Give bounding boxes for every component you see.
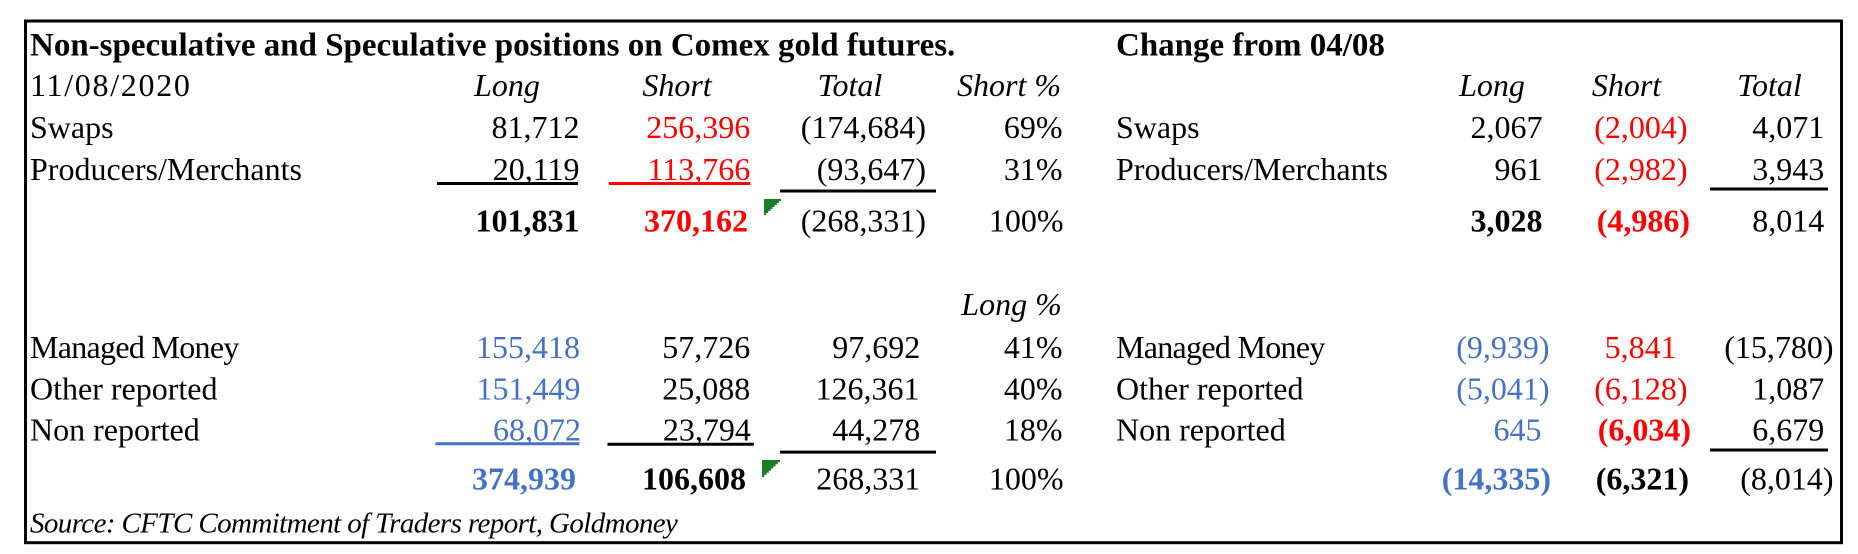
svg-text:20,119: 20,119 [493,151,580,187]
svg-text:(174,684): (174,684) [801,109,926,145]
svg-text:(2,982): (2,982) [1594,151,1687,187]
svg-text:645: 645 [1494,412,1542,448]
svg-text:(5,041): (5,041) [1456,371,1549,407]
svg-text:155,418: 155,418 [476,329,580,365]
svg-text:961: 961 [1495,151,1543,187]
svg-text:41%: 41% [1004,329,1063,365]
svg-text:Total: Total [818,67,883,103]
svg-text:Short: Short [642,67,712,103]
svg-text:256,396: 256,396 [646,109,750,145]
svg-text:2,067: 2,067 [1471,109,1543,145]
svg-text:Source: CFTC Commitment of Tra: Source: CFTC Commitment of Traders repor… [30,508,678,540]
svg-text:3,028: 3,028 [1471,202,1543,238]
svg-text:100%: 100% [989,461,1064,497]
svg-text:Non-speculative and Speculativ: Non-speculative and Speculative position… [30,28,955,64]
svg-text:(14,335): (14,335) [1442,461,1551,497]
svg-text:(2,004): (2,004) [1594,109,1687,145]
svg-text:Other reported: Other reported [30,371,217,407]
svg-text:101,831: 101,831 [476,202,580,238]
svg-text:Long %: Long % [960,286,1061,322]
svg-text:(4,986): (4,986) [1597,202,1690,238]
svg-text:(15,780): (15,780) [1724,329,1833,365]
svg-text:(6,034): (6,034) [1598,412,1691,448]
svg-text:6,679: 6,679 [1752,412,1824,448]
svg-text:31%: 31% [1004,151,1063,187]
svg-text:Swaps: Swaps [30,109,114,145]
svg-text:Swaps: Swaps [1116,109,1200,145]
svg-text:5,841: 5,841 [1605,329,1677,365]
svg-text:151,449: 151,449 [477,371,581,407]
svg-text:126,361: 126,361 [816,371,920,407]
svg-text:40%: 40% [1004,371,1063,407]
svg-text:Producers/Merchants: Producers/Merchants [1116,151,1388,187]
svg-text:(268,331): (268,331) [801,202,926,238]
svg-text:Short %: Short % [957,67,1061,103]
svg-text:(6,128): (6,128) [1594,371,1687,407]
svg-text:Long: Long [1458,67,1525,103]
svg-text:3,943: 3,943 [1752,151,1824,187]
svg-text:(6,321): (6,321) [1596,461,1689,497]
svg-text:(8,014): (8,014) [1740,461,1833,497]
svg-text:68,072: 68,072 [493,412,581,448]
svg-text:113,766: 113,766 [647,151,750,187]
svg-text:100%: 100% [989,202,1064,238]
svg-text:(9,939): (9,939) [1456,329,1549,365]
svg-text:106,608: 106,608 [642,461,746,497]
svg-text:Short: Short [1592,67,1662,103]
svg-text:Non reported: Non reported [1116,412,1286,448]
svg-text:Managed Money: Managed Money [30,329,239,365]
svg-text:1,087: 1,087 [1752,371,1824,407]
svg-text:44,278: 44,278 [832,412,920,448]
svg-text:8,014: 8,014 [1752,202,1824,238]
svg-text:18%: 18% [1004,412,1063,448]
svg-text:(93,647): (93,647) [817,151,926,187]
svg-text:57,726: 57,726 [662,329,750,365]
svg-text:268,331: 268,331 [816,461,920,497]
svg-text:23,794: 23,794 [663,412,751,448]
svg-text:4,071: 4,071 [1752,109,1824,145]
svg-text:Long: Long [473,67,540,103]
svg-text:Change from 04/08: Change from 04/08 [1116,28,1385,64]
svg-text:11/08/2020: 11/08/2020 [30,67,192,103]
svg-text:69%: 69% [1004,109,1063,145]
svg-text:Non reported: Non reported [30,412,200,448]
svg-text:Total: Total [1737,67,1802,103]
svg-text:Other reported: Other reported [1116,371,1303,407]
svg-text:370,162: 370,162 [644,202,748,238]
svg-text:374,939: 374,939 [472,461,576,497]
svg-text:Producers/Merchants: Producers/Merchants [30,151,302,187]
svg-text:97,692: 97,692 [832,329,920,365]
svg-text:25,088: 25,088 [662,371,750,407]
svg-text:Managed Money: Managed Money [1116,329,1325,365]
svg-text:81,712: 81,712 [492,109,580,145]
